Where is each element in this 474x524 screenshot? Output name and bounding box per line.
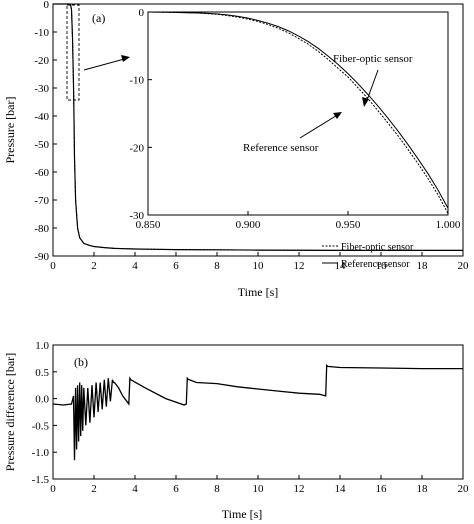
x-axis-label-b: Time [s] (222, 507, 263, 521)
panel-a-y-tick-label: -60 (34, 167, 49, 179)
y-axis-label-b: Pressure difference [bar] (3, 353, 17, 471)
zoom-region-box (66, 4, 80, 101)
panel-tag-b: (b) (74, 355, 88, 369)
panel-b-x-tick-label: 12 (294, 483, 305, 495)
panel-a-y-tick-label: -70 (34, 195, 49, 207)
series-line-fiber-optic (53, 3, 463, 251)
panel-b-y-tick-label: -0.5 (32, 420, 50, 432)
legend: Fiber-optic sensor Reference sensor (322, 242, 414, 270)
x-axis-a: 0 2 4 6 8 10 12 14 16 18 20 (50, 252, 469, 272)
panel-b-y-tick-label: 0.5 (35, 367, 49, 379)
panel-a-y-tick-label: -40 (34, 111, 49, 123)
panel-a-x-tick-label: 14 (335, 260, 347, 272)
panel-a-y-tick-label: -90 (34, 251, 49, 263)
panel-b-x-tick-label: 8 (214, 483, 220, 495)
panel-a-x-tick-label: 6 (173, 260, 179, 272)
inset-x-tick-label: 1.000 (436, 219, 461, 231)
panel-b-x-tick-label: 6 (173, 483, 179, 495)
panel-b-x-tick-label: 10 (253, 483, 265, 495)
panel-b-x-tick-label: 18 (417, 483, 429, 495)
inset-y-axis: 0 -10 -20 -30 (129, 7, 152, 222)
panel-a-x-tick-label: 18 (417, 260, 429, 272)
panel-a-y-tick-label: -50 (34, 139, 49, 151)
inset-x-axis: 0.850 0.900 0.950 1.000 (136, 211, 461, 231)
inset-annotation-reference: Reference sensor (243, 142, 319, 154)
panel-b-y-tick-label: -1.0 (32, 447, 50, 459)
inset-series-line-fiber-optic (147, 11, 449, 214)
panel-a-y-tick-label: -30 (34, 83, 49, 95)
inset-x-tick-label: 0.950 (336, 219, 361, 231)
inset-plot-area (147, 11, 449, 216)
legend-label-fiber: Fiber-optic sensor (341, 242, 414, 253)
panel-a-x-tick-label: 4 (132, 260, 138, 272)
plot-area-b (52, 344, 464, 480)
inset-y-tick-label: -30 (129, 210, 144, 222)
inset-x-tick-label: 0.900 (236, 219, 261, 231)
panel-tag-a: (a) (92, 11, 105, 25)
panel-a-x-tick-label: 20 (458, 260, 470, 272)
panel-b-x-tick-label: 0 (50, 483, 56, 495)
panel-b-x-tick-label: 16 (376, 483, 388, 495)
panel-b: 0 2 4 6 8 10 12 14 16 18 20 1.00.50.0-0.5-1.0-1.5 … (3, 340, 469, 521)
panel-a-x-tick-label: 12 (294, 260, 305, 272)
inset-arrow-fiber (365, 69, 379, 104)
panel-b-x-tick-label: 14 (335, 483, 347, 495)
inset-annotation-fiber: Fiber-optic sensor (333, 53, 413, 65)
x-axis-b: 0 2 4 6 8 10 12 14 16 18 20 (50, 475, 469, 495)
panel-b-x-tick-label: 20 (458, 483, 470, 495)
panel-a-y-tick-label: 0 (44, 0, 50, 11)
panel-a-x-tick-label: 2 (91, 260, 97, 272)
panel-a-y-tick-label: -20 (34, 55, 49, 67)
panel-a-x-tick-label: 0 (50, 260, 56, 272)
series-group-b (52, 363, 463, 461)
inset-x-tick-label: 0.850 (136, 219, 161, 231)
panel-b-y-tick-label: -1.5 (32, 474, 50, 486)
inset-y-tick-label: -20 (129, 142, 144, 154)
y-axis-a: 0 -10 -20 -30 -40 -50 -60 -70 -80 -90 (34, 0, 57, 263)
x-axis-label-a: Time [s] (238, 285, 279, 299)
inset-y-tick-label: 0 (139, 7, 145, 19)
inset-arrow-reference-head (333, 112, 342, 119)
series-group-a (53, 3, 463, 251)
inset-y-tick-label: -10 (129, 75, 144, 87)
series-line-pressure-difference (52, 363, 463, 461)
panel-a-y-tick-label: -80 (34, 223, 49, 235)
panel-a-x-tick-label: 10 (253, 260, 265, 272)
panel-b-x-tick-label: 2 (91, 483, 97, 495)
zoom-arrow-head (121, 55, 130, 62)
panel-a: 0 2 4 6 8 10 12 14 16 18 20 0 -10 -20 -30 -40 -50 -60 -70… (3, 0, 469, 299)
inset-arrow-reference (299, 113, 340, 139)
inset-arrow-fiber-head (362, 97, 369, 107)
y-axis-label-a: Pressure [bar] (3, 97, 17, 164)
legend-label-reference: Reference sensor (341, 259, 410, 270)
panel-b-x-tick-label: 4 (132, 483, 138, 495)
inset-series-group (147, 11, 449, 214)
zoom-arrow (83, 57, 129, 71)
panel-a-x-tick-label: 16 (376, 260, 388, 272)
panel-a-x-tick-label: 8 (214, 260, 220, 272)
panel-b-y-tick-label: 0.0 (35, 394, 49, 406)
panel-b-y-tick-label: 1.0 (35, 340, 49, 352)
y-axis-b: 1.0 0.5 0.0 -0.5 -1.0 -1.5 (32, 340, 57, 486)
panel-a-y-tick-label: -10 (34, 27, 49, 39)
